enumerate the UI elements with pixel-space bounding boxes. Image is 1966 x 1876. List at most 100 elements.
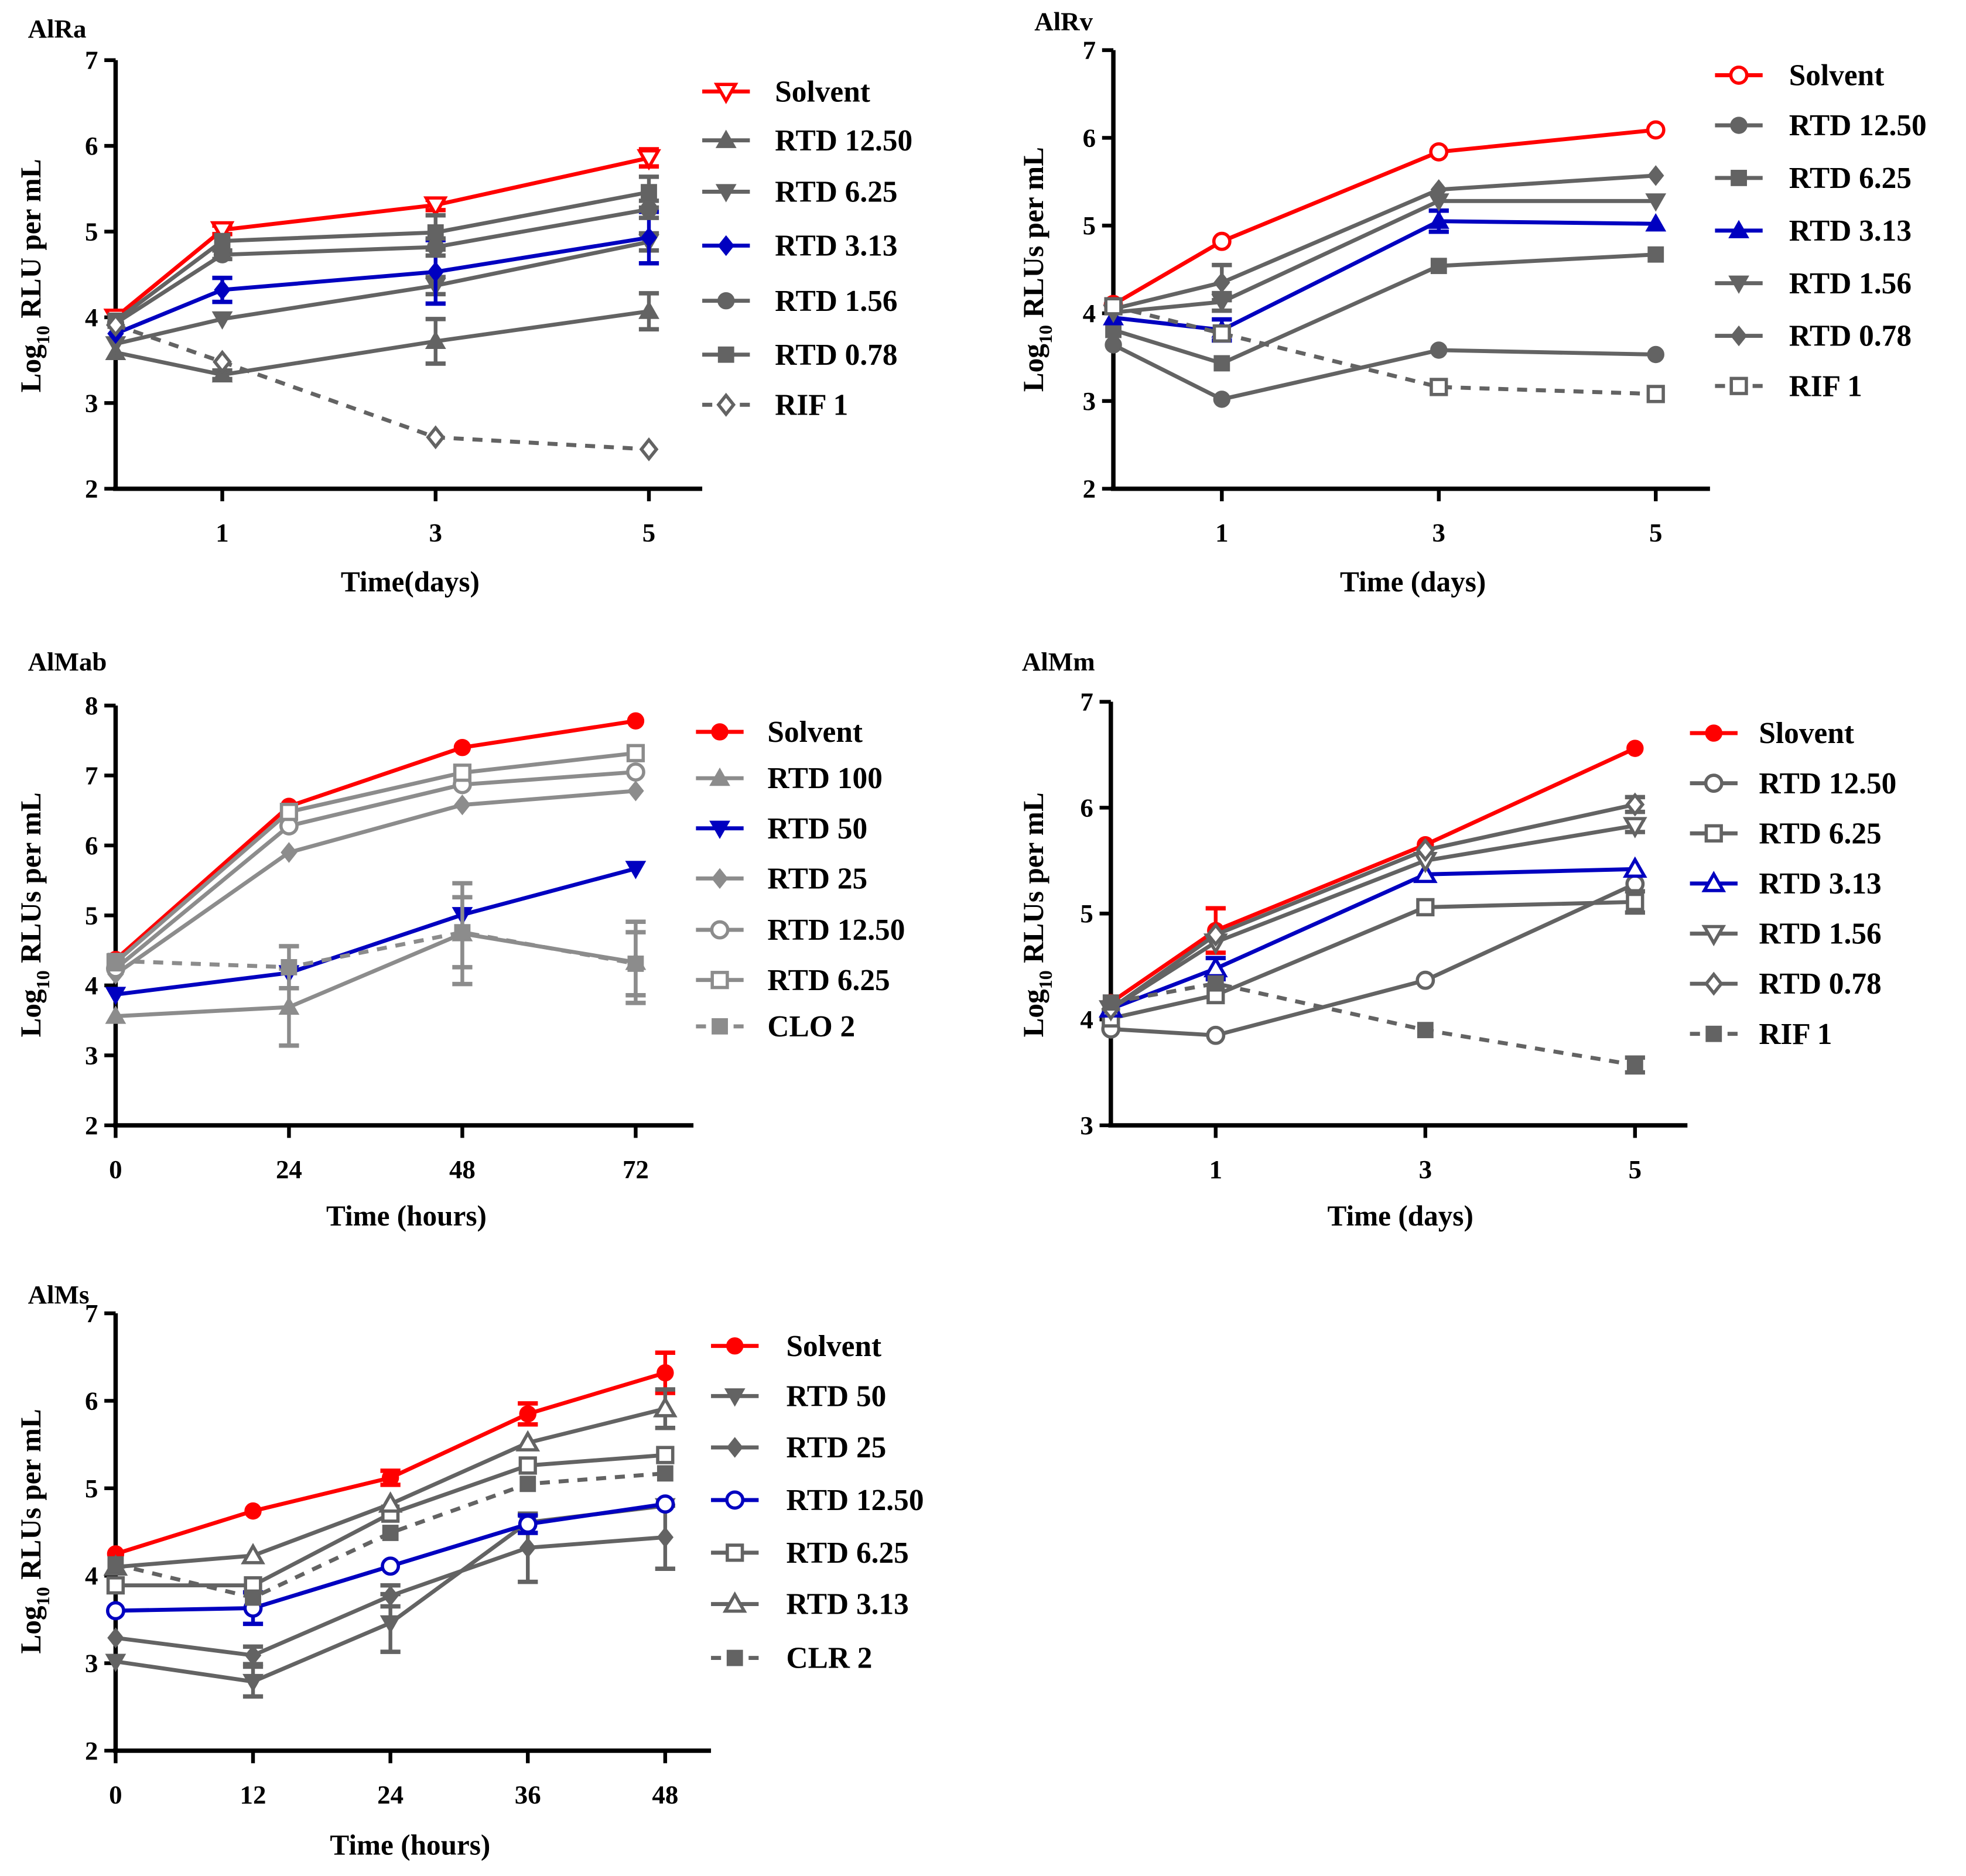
circle-open-marker <box>518 1514 538 1534</box>
square-marker <box>1417 1022 1434 1039</box>
circle-open-marker <box>710 920 730 940</box>
x-tick-label: 1 <box>1215 518 1228 547</box>
legend-item: RTD 12.50 <box>711 1484 924 1517</box>
triangle-down-marker <box>1728 275 1749 294</box>
legend-label: RTD 12.50 <box>786 1484 924 1517</box>
circle-marker <box>381 1469 399 1487</box>
legend-item: RTD 12.50 <box>1690 767 1896 800</box>
chart-panel-alrv: AlRv 2 3 4 5 6 7 1 3 5 Time (days) Log10 RLUs per m… <box>1017 6 1926 598</box>
series-clo-2 <box>107 895 646 998</box>
series-line <box>1113 219 1656 332</box>
diamond-open-marker <box>1625 792 1645 817</box>
y-label-subscript: 10 <box>32 970 53 989</box>
y-label-log: Log <box>15 344 47 392</box>
y-tick-label: 3 <box>1083 386 1096 416</box>
series-rtd-25 <box>107 780 644 985</box>
circle-open-marker <box>1704 773 1724 793</box>
square-open-marker <box>1430 378 1448 396</box>
diamond-open-marker <box>1415 838 1435 862</box>
series-rtd-6-25 <box>1105 246 1664 372</box>
legend-item: RTD 0.78 <box>1690 967 1882 1001</box>
series-rif-1 <box>1102 975 1645 1075</box>
triangle-down-open-marker <box>1622 817 1647 838</box>
legend-item: RTD 6.25 <box>696 964 890 997</box>
square-marker <box>214 232 231 249</box>
diamond-marker <box>454 794 471 816</box>
triangle-down-open-marker <box>1701 925 1726 947</box>
diamond-marker <box>640 227 658 248</box>
circle-open-marker <box>1415 970 1435 990</box>
series-rtd-6-25 <box>106 1446 675 1595</box>
x-tick-label: 72 <box>623 1155 649 1184</box>
legend-label: RTD 50 <box>767 812 867 845</box>
circle-open-marker <box>655 1494 675 1514</box>
diamond-open-marker <box>1206 922 1226 947</box>
circle-marker <box>726 1337 744 1355</box>
series-line <box>115 867 637 997</box>
triangle-up-open-marker <box>1701 871 1726 892</box>
legend-item: RTD 6.25 <box>711 1536 909 1570</box>
legend-label: RTD 12.50 <box>1789 109 1927 142</box>
y-label-subscript: 10 <box>32 326 53 344</box>
legend-label: Solvent <box>767 716 863 749</box>
series-line <box>1113 304 1656 396</box>
diamond-marker <box>427 261 444 283</box>
circle-marker <box>1705 724 1722 742</box>
x-axis-label: Time (days) <box>1328 1200 1473 1232</box>
triangle-down-marker <box>724 1388 746 1407</box>
circle-marker <box>453 738 471 756</box>
legend-label: RTD 12.50 <box>767 913 905 947</box>
y-axis-label: Log10 RLUs per mL <box>15 1409 53 1654</box>
triangle-up-marker <box>278 996 300 1015</box>
legend-item: RTD 50 <box>696 812 867 845</box>
y-label-log: Log <box>1017 344 1049 392</box>
legend-label: RTD 25 <box>767 862 867 895</box>
square-marker <box>627 956 644 972</box>
triangle-up-open-marker <box>1622 856 1647 878</box>
series-line <box>1110 981 1636 1067</box>
circle-marker <box>1105 336 1122 354</box>
legend-item: RTD 0.78 <box>702 338 898 372</box>
square-marker <box>281 958 298 975</box>
series-rtd-3-13 <box>1103 208 1667 343</box>
y-tick-label: 7 <box>85 46 98 75</box>
y-tick-label: 3 <box>85 1649 98 1678</box>
y-tick-label: 7 <box>85 1299 98 1328</box>
x-tick-label: 1 <box>1209 1155 1222 1184</box>
circle-open-marker <box>381 1556 401 1576</box>
x-tick-label: 0 <box>109 1155 122 1184</box>
triangle-down-marker <box>105 987 126 1005</box>
series-clr-2 <box>107 1465 673 1606</box>
legend-item: RTD 12.50 <box>1715 109 1927 142</box>
circle-open-marker <box>1729 65 1749 85</box>
y-tick-label: 2 <box>85 474 98 504</box>
series-line <box>114 751 636 964</box>
triangle-up-marker <box>1645 213 1667 232</box>
square-marker <box>717 346 734 363</box>
diamond-marker <box>711 868 729 889</box>
square-open-marker <box>106 1576 125 1595</box>
square-marker <box>427 224 444 241</box>
x-axis-label: Time (hours) <box>330 1829 490 1861</box>
triangle-down-marker <box>211 311 233 330</box>
series-line <box>1109 823 1636 1011</box>
legend-item: RTD 12.50 <box>696 913 905 947</box>
x-tick-label: 3 <box>1419 1155 1432 1184</box>
y-label-unit: RLUs per mL <box>1017 147 1049 325</box>
panel-title: AlRv <box>1034 6 1093 36</box>
legend-item: RTD 3.13 <box>1690 867 1882 901</box>
legend-label: RTD 0.78 <box>1759 967 1881 1001</box>
triangle-up-marker <box>1428 210 1449 229</box>
triangle-up-open-marker <box>653 1396 678 1418</box>
legend-item: RTD 6.25 <box>702 176 898 209</box>
legend-item: RTD 3.13 <box>1715 214 1912 248</box>
square-marker <box>382 1525 399 1541</box>
legend-label: RTD 6.25 <box>1759 817 1881 850</box>
series-rtd-0-78 <box>1105 165 1664 320</box>
legend-label: RTD 0.78 <box>775 338 897 372</box>
square-open-marker <box>726 1543 744 1562</box>
series-rtd-0-78 <box>1101 792 1645 1021</box>
series-rtd-0-78 <box>107 174 659 329</box>
triangle-up-marker <box>1728 220 1749 238</box>
diamond-marker <box>519 1537 536 1559</box>
